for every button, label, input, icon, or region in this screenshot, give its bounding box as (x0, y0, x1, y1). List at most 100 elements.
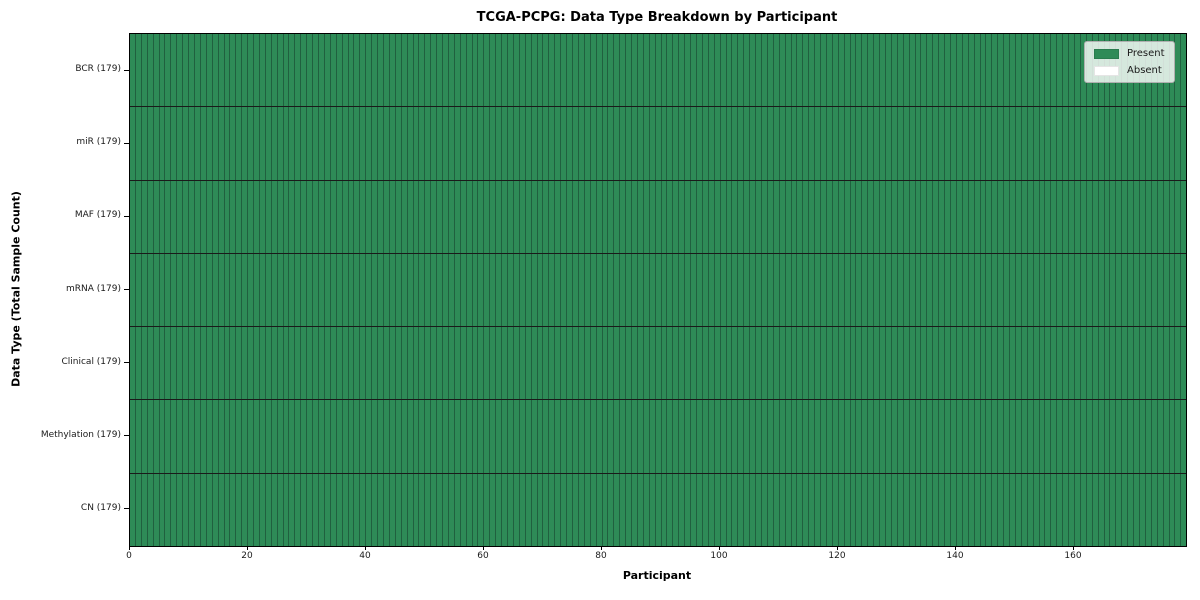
heatmap-cell (667, 327, 674, 400)
heatmap-cell (1110, 473, 1117, 546)
heatmap-cell (614, 180, 621, 253)
heatmap-cell (679, 34, 686, 107)
heatmap-cell (277, 107, 284, 180)
x-tick-label: 160 (1064, 551, 1082, 561)
heatmap-cell (466, 107, 473, 180)
heatmap-cell (419, 253, 426, 327)
heatmap-cell (708, 400, 715, 473)
y-tick-label: Clinical (179) (61, 357, 121, 367)
heatmap-cell (1157, 400, 1164, 473)
heatmap-cell (348, 107, 355, 180)
heatmap-cell (767, 107, 774, 180)
heatmap-cell (578, 473, 585, 546)
heatmap-cell (655, 473, 662, 546)
heatmap-cell (401, 180, 408, 253)
heatmap-cell (502, 253, 508, 327)
heatmap-cell (1051, 180, 1058, 253)
heatmap-cell (537, 253, 544, 327)
heatmap-cell (1021, 34, 1028, 107)
heatmap-cell (655, 107, 662, 180)
heatmap-cell (850, 327, 857, 400)
heatmap-cell (194, 400, 201, 473)
heatmap-cell (454, 107, 461, 180)
heatmap-cell (927, 473, 934, 546)
heatmap-cell (850, 473, 857, 546)
heatmap-cell (584, 253, 591, 327)
heatmap-cell (478, 473, 485, 546)
heatmap-cell (797, 107, 804, 180)
heatmap-cell (289, 327, 296, 400)
heatmap-cell (702, 400, 709, 473)
heatmap-cell (242, 327, 249, 400)
heatmap-cell (378, 400, 384, 473)
heatmap-cell (342, 400, 349, 473)
heatmap-cell (1151, 180, 1158, 253)
heatmap-cell (590, 327, 597, 400)
heatmap-cell (1027, 327, 1034, 400)
heatmap-cell (543, 400, 550, 473)
heatmap-cell (637, 107, 644, 180)
heatmap-cell (649, 473, 656, 546)
heatmap-cell (218, 107, 225, 180)
heatmap-cell (1163, 400, 1170, 473)
heatmap-cell (224, 34, 231, 107)
heatmap-cell (567, 253, 573, 327)
heatmap-cell (578, 107, 585, 180)
heatmap-cell (295, 253, 302, 327)
heatmap-cell (147, 473, 154, 546)
heatmap-cell (637, 34, 644, 107)
heatmap-cell (224, 327, 231, 400)
heatmap-cell (992, 34, 999, 107)
heatmap-cell (265, 400, 272, 473)
heatmap-cell (171, 107, 178, 180)
heatmap-cell (360, 107, 367, 180)
heatmap-cell (844, 400, 851, 473)
heatmap-cell (797, 180, 804, 253)
heatmap-cell (159, 34, 166, 107)
heatmap-cell (797, 34, 804, 107)
heatmap-cell (1086, 473, 1093, 546)
heatmap-cell (153, 473, 160, 546)
heatmap-cell (626, 180, 633, 253)
heatmap-cell (177, 327, 184, 400)
heatmap-cell (277, 253, 284, 327)
heatmap-cell (945, 180, 951, 253)
heatmap-cell (880, 253, 886, 327)
heatmap-cell (265, 180, 272, 253)
heatmap-cell (726, 34, 733, 107)
heatmap-cell (826, 400, 833, 473)
heatmap-cell (1175, 34, 1182, 107)
heatmap-cell (549, 473, 556, 546)
heatmap-cell (407, 107, 414, 180)
heatmap-cell (643, 107, 650, 180)
x-tick-mark (129, 546, 130, 550)
heatmap-cell (1116, 107, 1123, 180)
heatmap-cell (697, 473, 703, 546)
heatmap-cell (437, 400, 444, 473)
heatmap-cell (265, 253, 272, 327)
heatmap-cell (809, 34, 816, 107)
heatmap-cell (956, 107, 963, 180)
heatmap-cell (679, 180, 686, 253)
heatmap-cell (643, 34, 650, 107)
heatmap-cell (809, 107, 816, 180)
heatmap-cell (1086, 327, 1093, 400)
heatmap-cell (945, 473, 951, 546)
heatmap-cell (419, 107, 426, 180)
heatmap-cell (360, 327, 367, 400)
heatmap-cell (1139, 473, 1146, 546)
heatmap-cell (1063, 327, 1070, 400)
heatmap-cell (242, 34, 249, 107)
heatmap-cell (986, 34, 993, 107)
heatmap-cell (1110, 400, 1117, 473)
heatmap-cell (673, 473, 680, 546)
heatmap-cell (189, 107, 195, 180)
y-tick-mark (124, 143, 129, 144)
heatmap-cell (443, 107, 449, 180)
heatmap-cell (1051, 107, 1058, 180)
heatmap-cell (189, 473, 195, 546)
heatmap-cell (342, 327, 349, 400)
heatmap-cell (602, 180, 609, 253)
heatmap-cell (525, 473, 532, 546)
heatmap-cell (779, 253, 786, 327)
